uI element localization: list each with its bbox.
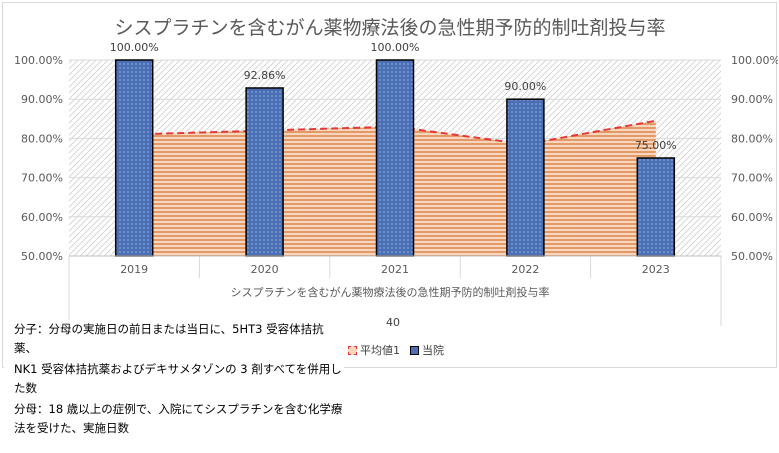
y-tick-label-right: 80.00% [731,132,773,145]
secondary-axis-label: 40 [386,316,400,329]
y-tick-label-right: 100.00% [731,54,778,67]
y-tick-label-right: 70.00% [731,172,773,185]
x-tick-label-2021: 2021 [381,263,409,276]
chart-frame: シスプラチンを含むがん薬物療法後の急性期予防的制吐剤投与率 50.00% 50.0… [2,2,778,368]
x-tick-label-2023: 2023 [642,263,670,276]
bar-2021 [375,59,415,257]
bar-2022 [506,98,545,257]
y-tick-label-left: 70.00% [21,172,63,185]
bar-label-2022: 90.00% [504,80,546,93]
legend-item-average: 平均値1 [348,342,400,358]
legend-item-hospital: 当院 [410,342,444,358]
bar-label-2019: 100.00% [110,41,159,54]
x-tick-label-2020: 2020 [251,263,279,276]
red-dashed-square-icon [348,345,357,355]
bar-label-2023: 75.00% [635,139,677,152]
y-tick-label-left: 60.00% [21,211,63,224]
plot-area: 50.00% 50.00% 60.00% 60.00% 70.00% 70.00% 80.0… [14,41,778,329]
bar-2023 [636,157,676,257]
y-tick-label-right: 60.00% [731,211,773,224]
y-tick-label-left: 90.00% [21,93,63,106]
y-tick-label-left: 50.00% [21,250,63,263]
x-tick-label-2022: 2022 [511,263,539,276]
y-tick-label-left: 80.00% [21,132,63,145]
note-numerator-2: NK1 受容体拮抗薬およびデキサメタゾンの 3 剤すべてを併用した数 [14,360,344,398]
bar-label-2021: 100.00% [371,41,420,54]
blue-hatched-square-icon [410,345,419,355]
x-axis-title: シスプラチンを含むがん薬物療法後の急性期予防的制吐剤投与率 [231,285,550,299]
y-tick-label-left: 100.00% [14,54,63,67]
chart-svg: シスプラチンを含むがん薬物療法後の急性期予防的制吐剤投与率 50.00% 50.0… [14,17,778,329]
legend-label-average: 平均値1 [360,344,400,357]
legend-label-hospital: 当院 [422,344,444,357]
note-numerator-1: 分子：分母の実施日の前日または当日に、5HT3 受容体拮抗薬、 [14,320,344,358]
bar-label-2020: 92.86% [244,69,286,82]
y-tick-label-right: 50.00% [731,250,773,263]
chart-title: シスプラチンを含むがん薬物療法後の急性期予防的制吐剤投与率 [114,17,665,39]
notes-box: 分子：分母の実施日の前日または当日に、5HT3 受容体拮抗薬、 NK1 受容体拮… [4,320,344,450]
legend: 平均値1 当院 [348,342,444,358]
bar-2019 [114,59,154,257]
note-denominator: 分母：18 歳以上の症例で、入院にてシスプラチンを含む化学療法を受けた、実施日数 [14,400,344,438]
y-tick-label-right: 90.00% [731,93,773,106]
bar-2020 [245,87,284,257]
x-tick-label-2019: 2019 [120,263,148,276]
